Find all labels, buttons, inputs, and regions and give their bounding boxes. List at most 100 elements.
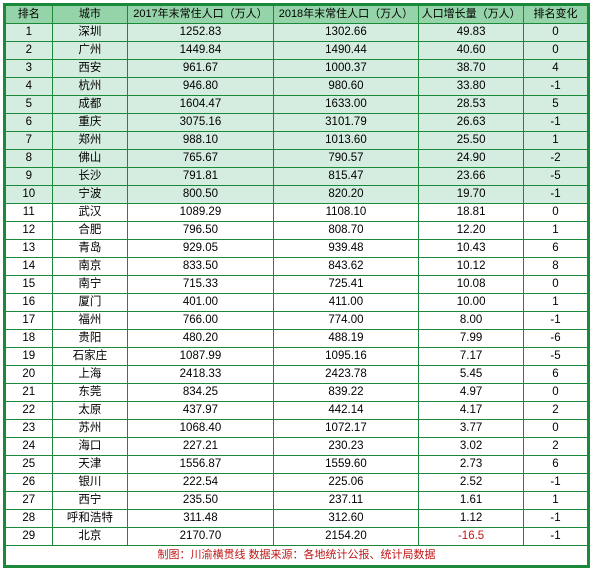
cell: 1490.44 <box>273 42 419 60</box>
table-row: 23苏州1068.401072.173.770 <box>6 420 588 438</box>
cell: 2 <box>6 42 53 60</box>
cell: 海口 <box>52 438 128 456</box>
col-header-5: 排名变化 <box>523 6 587 24</box>
cell: 银川 <box>52 474 128 492</box>
cell: 790.57 <box>273 150 419 168</box>
cell: -1 <box>523 312 587 330</box>
cell: 946.80 <box>128 78 274 96</box>
cell: -6 <box>523 330 587 348</box>
cell: 石家庄 <box>52 348 128 366</box>
cell: 6 <box>6 114 53 132</box>
cell: 1559.60 <box>273 456 419 474</box>
cell: 235.50 <box>128 492 274 510</box>
cell: 18 <box>6 330 53 348</box>
cell: 796.50 <box>128 222 274 240</box>
cell: 839.22 <box>273 384 419 402</box>
col-header-3: 2018年末常住人口（万人） <box>273 6 419 24</box>
cell: 郑州 <box>52 132 128 150</box>
cell: 深圳 <box>52 24 128 42</box>
cell: 贵阳 <box>52 330 128 348</box>
col-header-2: 2017年末常住人口（万人） <box>128 6 274 24</box>
cell: 237.11 <box>273 492 419 510</box>
cell: 26 <box>6 474 53 492</box>
col-header-1: 城市 <box>52 6 128 24</box>
table-row: 24海口227.21230.233.022 <box>6 438 588 456</box>
cell: 2 <box>523 402 587 420</box>
cell: 14 <box>6 258 53 276</box>
cell: 939.48 <box>273 240 419 258</box>
table-row: 16厦门401.00411.0010.001 <box>6 294 588 312</box>
table-row: 5成都1604.471633.0028.535 <box>6 96 588 114</box>
cell: 6 <box>523 240 587 258</box>
table-row: 2广州1449.841490.4440.600 <box>6 42 588 60</box>
table-row: 13青岛929.05939.4810.436 <box>6 240 588 258</box>
cell: 4.97 <box>419 384 524 402</box>
cell: 4.17 <box>419 402 524 420</box>
cell: 3.02 <box>419 438 524 456</box>
cell: 29 <box>6 528 53 546</box>
table-row: 22太原437.97442.144.172 <box>6 402 588 420</box>
cell: 5.45 <box>419 366 524 384</box>
cell: -1 <box>523 114 587 132</box>
cell: 833.50 <box>128 258 274 276</box>
cell: 834.25 <box>128 384 274 402</box>
cell: 401.00 <box>128 294 274 312</box>
cell: 22 <box>6 402 53 420</box>
cell: 1604.47 <box>128 96 274 114</box>
col-header-4: 人口增长量（万人） <box>419 6 524 24</box>
cell: 2418.33 <box>128 366 274 384</box>
cell: 1089.29 <box>128 204 274 222</box>
cell: 3.77 <box>419 420 524 438</box>
cell: 5 <box>6 96 53 114</box>
cell: 1 <box>523 294 587 312</box>
cell: 2154.20 <box>273 528 419 546</box>
cell: 杭州 <box>52 78 128 96</box>
table-row: 1深圳1252.831302.6649.830 <box>6 24 588 42</box>
table-row: 9长沙791.81815.4723.66-5 <box>6 168 588 186</box>
cell: 2170.70 <box>128 528 274 546</box>
cell: 17 <box>6 312 53 330</box>
cell: 19 <box>6 348 53 366</box>
cell: 苏州 <box>52 420 128 438</box>
cell: 南宁 <box>52 276 128 294</box>
cell: 225.06 <box>273 474 419 492</box>
table-row: 28呼和浩特311.48312.601.12-1 <box>6 510 588 528</box>
cell: 230.23 <box>273 438 419 456</box>
cell: 1.61 <box>419 492 524 510</box>
cell: 820.20 <box>273 186 419 204</box>
cell: 10.12 <box>419 258 524 276</box>
cell: 宁波 <box>52 186 128 204</box>
cell: 重庆 <box>52 114 128 132</box>
cell: 725.41 <box>273 276 419 294</box>
cell: 791.81 <box>128 168 274 186</box>
cell: 961.67 <box>128 60 274 78</box>
cell: 10.43 <box>419 240 524 258</box>
cell: 1302.66 <box>273 24 419 42</box>
cell: 19.70 <box>419 186 524 204</box>
cell: 太原 <box>52 402 128 420</box>
cell: 311.48 <box>128 510 274 528</box>
table-row: 8佛山765.67790.5724.90-2 <box>6 150 588 168</box>
cell: 227.21 <box>128 438 274 456</box>
cell: 天津 <box>52 456 128 474</box>
cell: 福州 <box>52 312 128 330</box>
cell: 1449.84 <box>128 42 274 60</box>
cell: 广州 <box>52 42 128 60</box>
cell: 西安 <box>52 60 128 78</box>
cell: 武汉 <box>52 204 128 222</box>
table-row: 15南宁715.33725.4110.080 <box>6 276 588 294</box>
cell: 1087.99 <box>128 348 274 366</box>
table-row: 6重庆3075.163101.7926.63-1 <box>6 114 588 132</box>
cell: -1 <box>523 510 587 528</box>
cell: 27 <box>6 492 53 510</box>
cell: 12 <box>6 222 53 240</box>
cell: 12.20 <box>419 222 524 240</box>
cell: -1 <box>523 474 587 492</box>
cell: 25 <box>6 456 53 474</box>
cell: 1068.40 <box>128 420 274 438</box>
cell: 3 <box>6 60 53 78</box>
cell: -1 <box>523 528 587 546</box>
cell: 1633.00 <box>273 96 419 114</box>
table-row: 21东莞834.25839.224.970 <box>6 384 588 402</box>
cell: 13 <box>6 240 53 258</box>
